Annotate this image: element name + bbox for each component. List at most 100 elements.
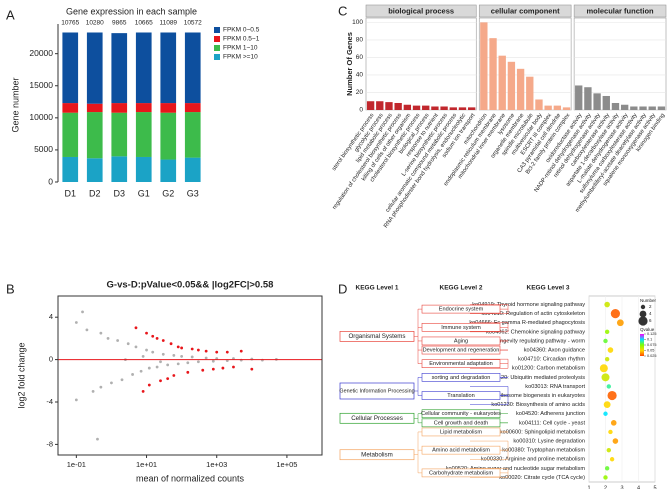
point (131, 373, 134, 376)
kegg-level3-label: ko00520: Amino sugar and nucleotide suga… (446, 466, 586, 472)
size-legend-mark (639, 310, 647, 318)
kegg-level2-label: Carbohydrate metabolism (429, 470, 493, 476)
point (250, 367, 254, 371)
size-legend-label: 2 (649, 304, 652, 309)
bar-segment (62, 103, 79, 113)
y-axis-label: log2 fold change (16, 342, 26, 408)
kegg-level1-label: Genetic Information Processing (339, 388, 414, 394)
bubble (607, 390, 617, 401)
kegg-level1-label: Metabolism (361, 451, 393, 458)
bubble (609, 457, 615, 462)
bar-segment (111, 33, 128, 104)
point (190, 355, 194, 359)
point (99, 385, 103, 389)
bar-segment (160, 32, 177, 104)
bar (526, 76, 534, 110)
bubble (601, 373, 610, 382)
bar (394, 102, 402, 110)
y-tick-label: -4 (46, 397, 53, 406)
bar-annotation: 9865 (112, 20, 127, 27)
bar-segment (111, 156, 128, 182)
y-tick-label: 20000 (29, 48, 53, 58)
kegg-level3-label: ko04212: Longevity regulating pathway - … (469, 338, 585, 344)
point (176, 345, 180, 349)
x-tick-label: 1e+01 (136, 460, 157, 469)
point (120, 378, 124, 382)
legend-label: FPKM 0.5~1 (223, 36, 260, 43)
bar-segment (160, 159, 177, 182)
legend-swatch (214, 27, 220, 33)
bubble (610, 420, 617, 426)
point (126, 342, 130, 346)
kegg-level2-label: sorting and degradation (432, 375, 491, 381)
y-axis-label: Number Of Genes (345, 32, 354, 96)
kegg-level1-box (339, 331, 415, 342)
kegg-level2-label: Development and regeneration (423, 348, 500, 354)
legend-label: FPKM >=10 (223, 54, 258, 61)
y-tick-label: 60 (356, 54, 364, 61)
bubble (608, 429, 613, 435)
point (201, 368, 205, 372)
x-tick-label: 1e+03 (206, 460, 227, 469)
bubble (604, 466, 610, 471)
bar-segment (184, 112, 201, 158)
bar-annotation: 10765 (61, 20, 79, 27)
y-tick-label: 40 (356, 72, 364, 79)
bar (648, 106, 656, 110)
bar (412, 105, 421, 110)
point (134, 326, 138, 330)
facet-title: cellular component (491, 6, 560, 15)
x-tick-label: G2 (162, 188, 174, 198)
bar (449, 107, 457, 110)
x-tick-label: D3 (113, 188, 125, 198)
bubble (599, 364, 608, 373)
bar-segment (160, 112, 177, 160)
bar (657, 106, 666, 110)
point (134, 345, 138, 349)
bar-annotation: 11089 (159, 20, 177, 27)
point (145, 331, 148, 335)
x-tick-label: 5 (653, 485, 656, 489)
size-legend-label: 6 (649, 318, 652, 323)
point (147, 366, 151, 370)
point (151, 350, 155, 354)
x-tick-label: 1e+05 (276, 460, 297, 469)
kegg-level3-label: ko04520: Adherens junction (516, 411, 585, 417)
point (180, 355, 184, 358)
kegg-level2-label: Translation (447, 393, 474, 399)
bar-segment (135, 32, 152, 104)
panel-label: B (6, 281, 15, 296)
point (180, 346, 184, 350)
bubble (616, 319, 624, 327)
point (159, 360, 162, 364)
bar-segment (135, 103, 152, 113)
point (106, 337, 110, 340)
y-tick-label: 10000 (29, 112, 53, 122)
kegg-level1-box (339, 412, 415, 424)
color-tick-label: 0.075 (647, 343, 657, 347)
column-header: KEGG Level 1 (356, 285, 399, 292)
x-tick-label: 1e-01 (67, 460, 86, 469)
facet-panel (365, 17, 477, 111)
bar-segment (111, 112, 128, 157)
plot-frame (57, 295, 323, 456)
bubble (603, 401, 611, 409)
point (116, 339, 120, 342)
bubble (604, 301, 610, 308)
panel-label: D (338, 281, 347, 296)
point (139, 369, 143, 373)
bar (516, 68, 525, 110)
kegg-level3-label: ko01200: Carbon metabolism (512, 366, 585, 372)
kegg-level3-label: ko04666: Fc gamma R-mediated phagocytosi… (469, 320, 585, 326)
bar (489, 38, 497, 110)
kegg-level2-label: Immune system (441, 325, 481, 331)
bar (639, 106, 647, 110)
point (190, 347, 194, 351)
bar (467, 107, 476, 110)
y-tick-label: 80 (356, 37, 364, 44)
bar (385, 102, 393, 110)
x-tick-label: G3 (187, 188, 199, 198)
facet-title: molecular function (587, 6, 655, 15)
point (159, 379, 162, 383)
